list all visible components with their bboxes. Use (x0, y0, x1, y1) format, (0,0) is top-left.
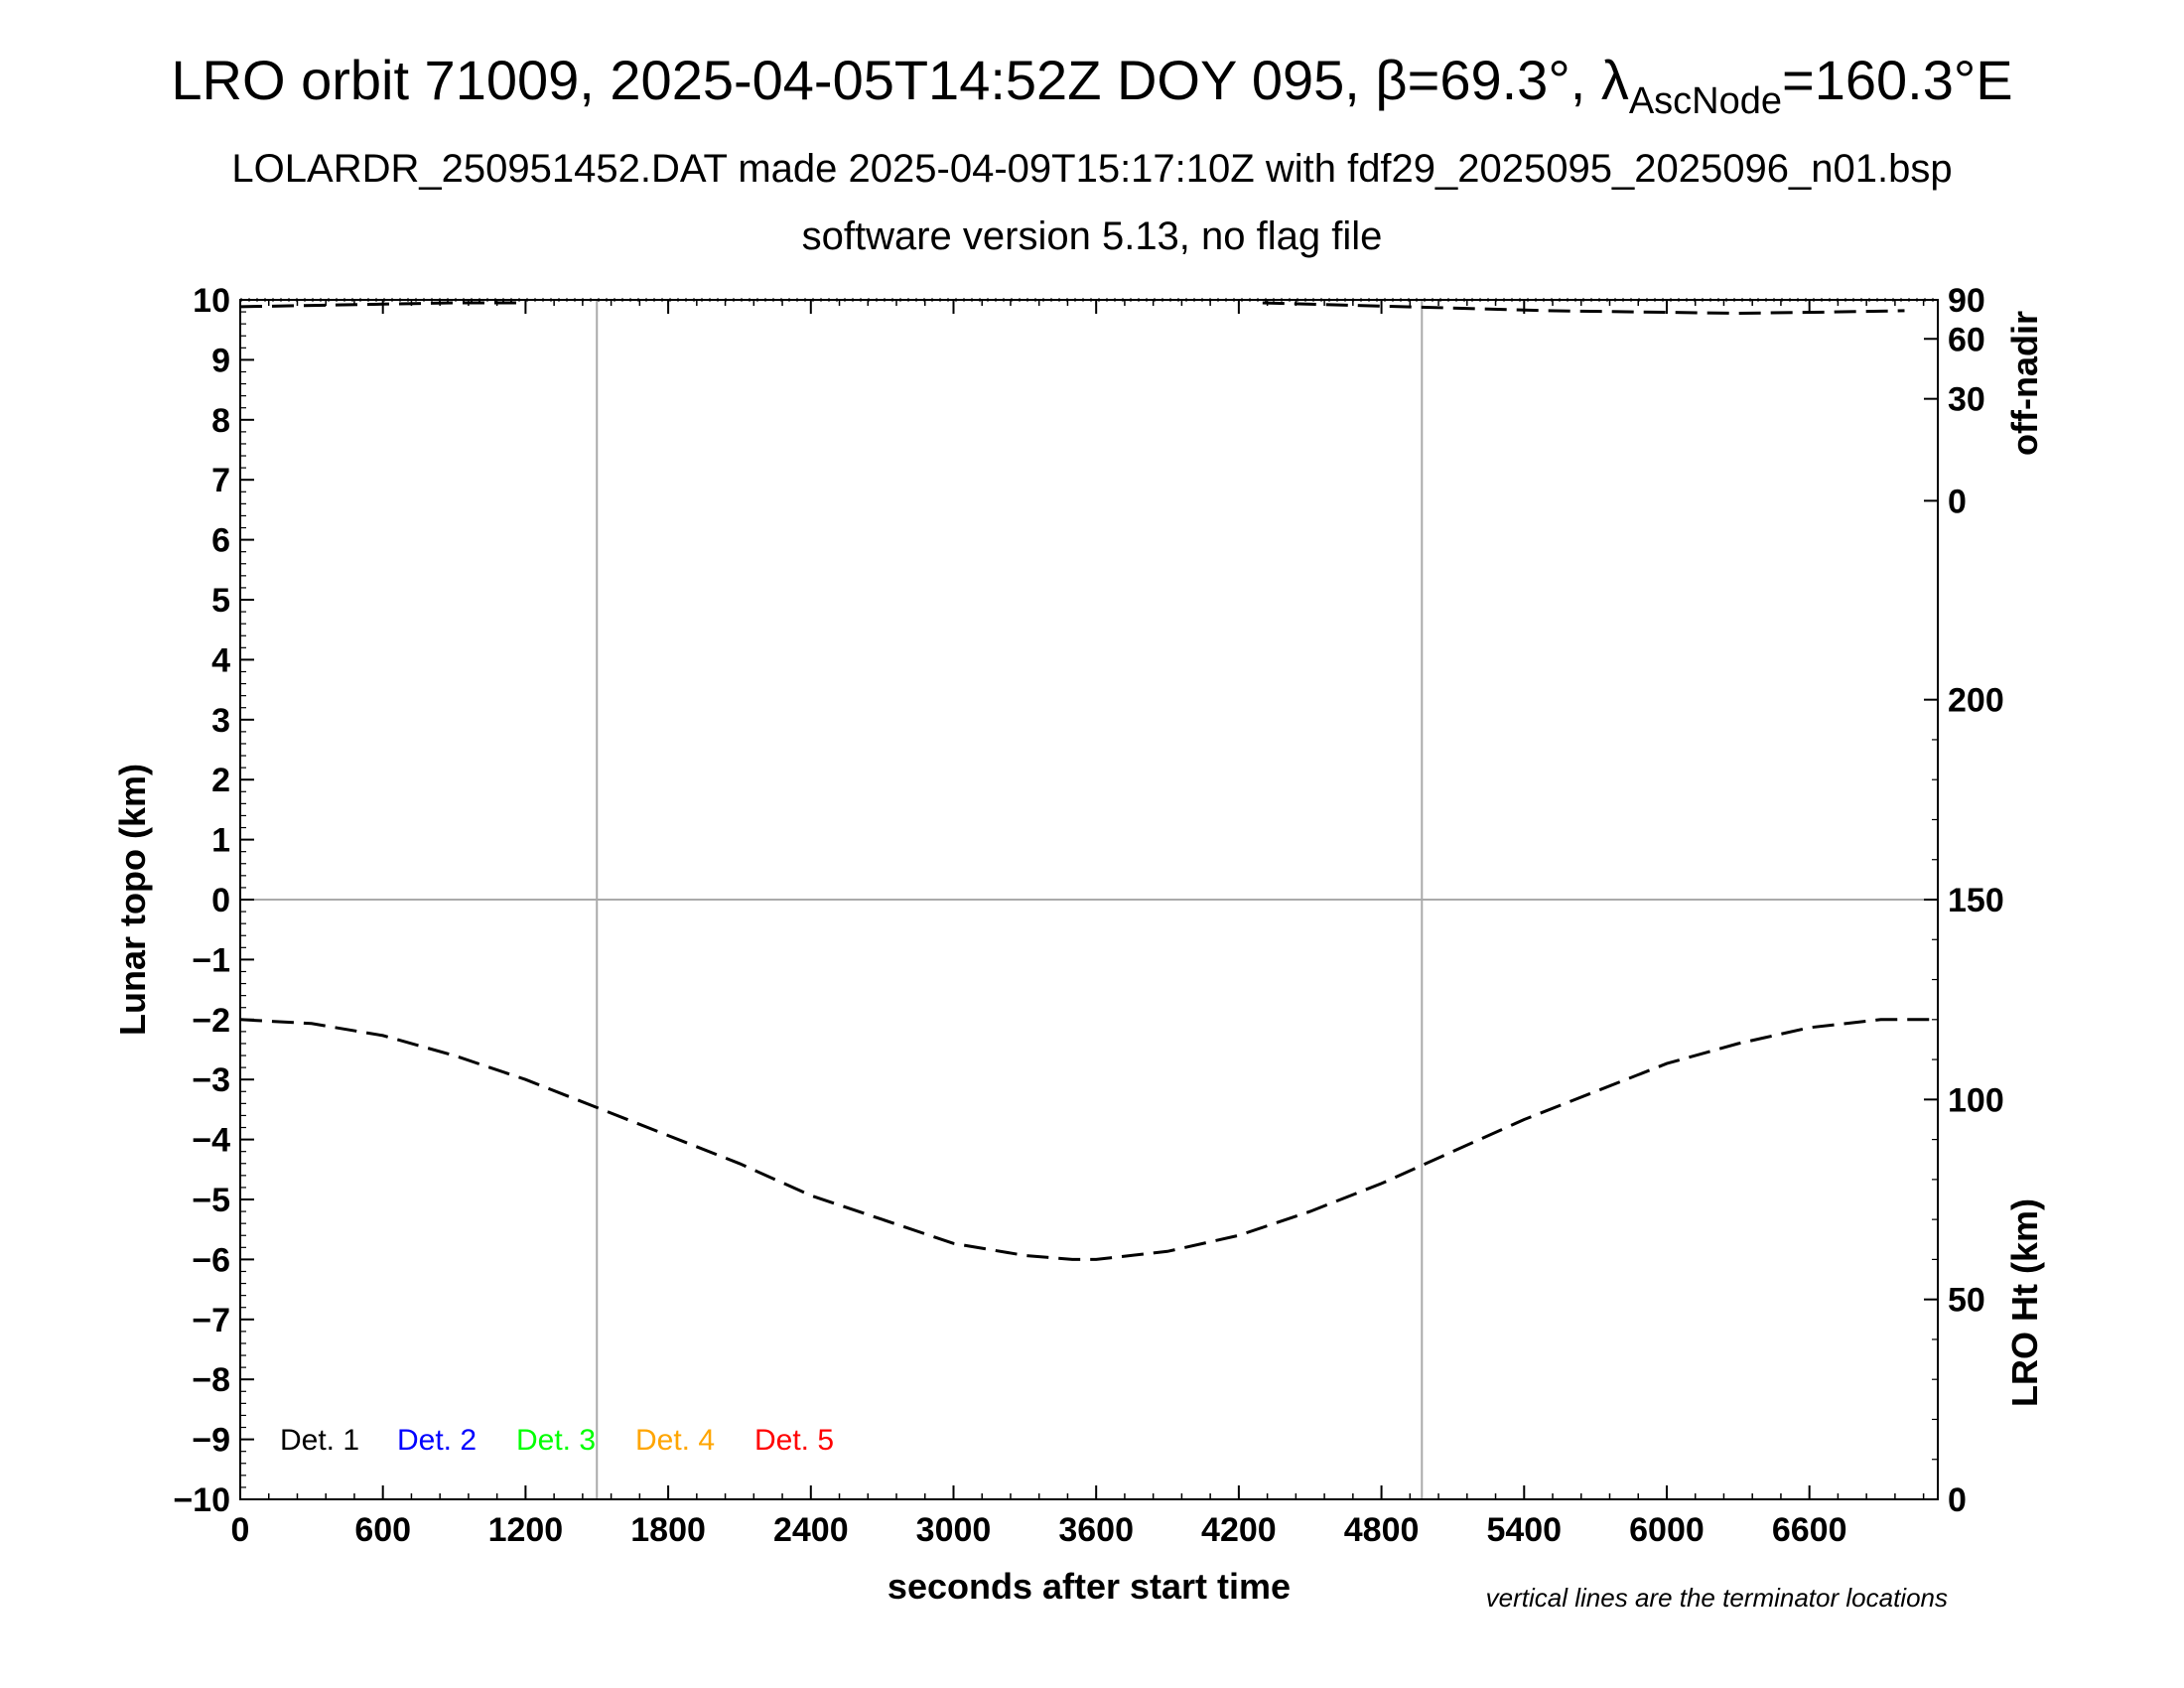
offnadir-tick-label: 0 (1948, 483, 1967, 520)
y-tick-label: −2 (192, 1002, 230, 1040)
series-line-off-nadir-2 (1262, 301, 1905, 316)
series-line-lro-height (239, 1018, 1938, 1261)
offnadir-axis-title: off-nadir (2004, 311, 2045, 456)
y-tick-label: 3 (211, 702, 230, 740)
chart-title-main: LRO orbit 71009, 2025-04-05T14:52Z DOY 0… (171, 49, 1629, 111)
x-tick-label: 4200 (1201, 1511, 1277, 1549)
legend-det5: Det. 5 (754, 1424, 834, 1457)
legend-det3: Det. 3 (516, 1424, 596, 1457)
x-tick-label: 5400 (1486, 1511, 1562, 1549)
x-axis-title: seconds after start time (887, 1566, 1291, 1607)
y-tick-label: 6 (211, 522, 230, 560)
y-tick-label: 9 (211, 342, 230, 379)
legend: Det. 1 Det. 2 Det. 3 Det. 4 Det. 5 (280, 1424, 834, 1457)
series-layer (239, 301, 1938, 1261)
y-tick-label: 7 (211, 462, 230, 499)
legend-det2: Det. 2 (397, 1424, 477, 1457)
tick-layer (239, 299, 1938, 1500)
y-tick-label: −9 (192, 1422, 230, 1460)
height-tick-label: 200 (1948, 682, 2004, 720)
grid-layer (240, 298, 1938, 1499)
y-tick-label: −7 (192, 1302, 230, 1339)
chart-title-subscript: AscNode (1628, 80, 1783, 122)
x-tick-label: 3600 (1058, 1511, 1134, 1549)
y-tick-label: −10 (173, 1481, 230, 1519)
offnadir-tick-label: 30 (1948, 381, 1985, 419)
x-tick-label: 0 (231, 1511, 250, 1549)
y-tick-label: 5 (211, 582, 230, 620)
y-tick-label: 1 (211, 822, 230, 860)
height-tick-label: 150 (1948, 882, 2004, 919)
x-tick-label: 600 (354, 1511, 411, 1549)
y-axis-title: Lunar topo (km) (112, 764, 153, 1036)
x-tick-label: 6600 (1772, 1511, 1847, 1549)
chart-subtitle-version: software version 5.13, no flag file (801, 214, 1383, 258)
y-tick-label: 2 (211, 762, 230, 799)
y-tick-label: −4 (192, 1122, 230, 1160)
chart-subtitle-file: LOLARDR_250951452.DAT made 2025-04-09T15… (231, 147, 1953, 191)
y-tick-label: −8 (192, 1361, 230, 1399)
x-tick-label: 6000 (1629, 1511, 1705, 1549)
x-tick-label: 4800 (1344, 1511, 1420, 1549)
y-tick-label: −6 (192, 1241, 230, 1279)
y-tick-label: 10 (193, 282, 230, 320)
chart-title: LRO orbit 71009, 2025-04-05T14:52Z DOY 0… (0, 48, 2184, 123)
y-tick-label: 8 (211, 402, 230, 440)
legend-det4: Det. 4 (635, 1424, 715, 1457)
offnadir-tick-label: 90 (1948, 282, 1985, 320)
height-axis-title: LRO Ht (km) (2004, 1198, 2045, 1407)
y-tick-label: 4 (211, 641, 230, 679)
terminator-note: vertical lines are the terminator locati… (1486, 1583, 1948, 1613)
y-tick-label: −1 (192, 941, 230, 979)
x-tick-label: 1800 (630, 1511, 706, 1549)
height-tick-label: 0 (1948, 1481, 1967, 1519)
y-tick-label: 0 (211, 882, 230, 919)
label-layer: 0 600 1200 1800 2400 3000 3600 4200 4800 5400 6000… (173, 282, 2003, 1549)
y-tick-label: −3 (192, 1061, 230, 1099)
x-tick-label: 3000 (916, 1511, 992, 1549)
x-tick-label: 1200 (488, 1511, 564, 1549)
legend-det1: Det. 1 (280, 1424, 359, 1457)
y-tick-label: −5 (192, 1182, 230, 1219)
x-tick-label: 2400 (773, 1511, 849, 1549)
height-tick-label: 50 (1948, 1282, 1985, 1320)
offnadir-tick-label: 60 (1948, 321, 1985, 358)
chart-title-tail: =160.3°E (1782, 49, 2013, 111)
height-tick-label: 100 (1948, 1081, 2004, 1119)
